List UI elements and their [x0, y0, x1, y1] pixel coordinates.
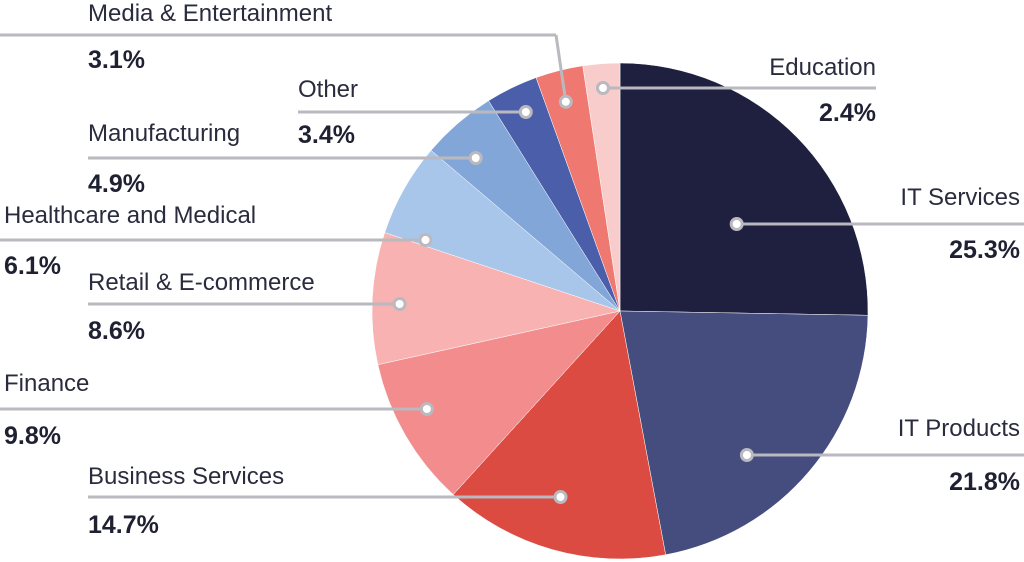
- pct-retail-ecommerce: 8.6%: [88, 317, 145, 345]
- pct-it-products: 21.8%: [949, 468, 1020, 496]
- leader-dot: [468, 151, 483, 165]
- pie-slice-it-services: [619, 62, 869, 316]
- label-retail-ecommerce: Retail & E-commerce: [88, 269, 315, 296]
- leader-line-elbow: [554, 34, 568, 103]
- leader-dot: [419, 402, 434, 416]
- pct-education: 2.4%: [819, 99, 876, 127]
- pie-slice-education: [582, 62, 621, 312]
- pie-slice-retail-e-commerce: [371, 232, 621, 365]
- label-business-services: Business Services: [88, 463, 284, 490]
- slice-labels: IT Services 25.3% IT Products 21.8% Busi…: [4, 0, 1020, 539]
- pie-slices: [371, 62, 869, 560]
- label-other: Other: [298, 76, 358, 103]
- pct-other: 3.4%: [298, 121, 355, 149]
- pct-media-entertainment: 3.1%: [88, 46, 145, 74]
- leader-dot: [558, 94, 573, 109]
- label-education: Education: [769, 54, 876, 81]
- leader-dot: [553, 490, 568, 504]
- pct-it-services: 25.3%: [949, 236, 1020, 264]
- leader-dot: [596, 81, 610, 95]
- pct-finance: 9.8%: [4, 422, 61, 450]
- pie-slice-it-products: [619, 310, 869, 556]
- pct-manufacturing: 4.9%: [88, 170, 145, 198]
- leader-dot: [518, 105, 533, 119]
- label-manufacturing: Manufacturing: [88, 120, 240, 147]
- leader-dot: [729, 217, 744, 231]
- label-media-entertainment: Media & Entertainment: [88, 0, 332, 27]
- pct-business-services: 14.7%: [88, 511, 159, 539]
- label-finance: Finance: [4, 370, 89, 397]
- label-it-services: IT Services: [900, 184, 1020, 211]
- leader-dot: [392, 297, 407, 311]
- label-healthcare-medical: Healthcare and Medical: [4, 202, 256, 229]
- label-it-products: IT Products: [898, 415, 1020, 442]
- leader-dot: [418, 233, 433, 247]
- pie-slice-finance: [377, 310, 621, 495]
- leader-dot: [739, 448, 754, 462]
- pct-healthcare-medical: 6.1%: [4, 252, 61, 280]
- leader-lines: [0, 33, 1024, 504]
